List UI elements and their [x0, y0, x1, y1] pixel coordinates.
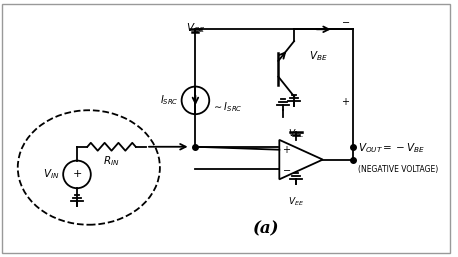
- Text: (NEGATIVE VOLTAGE): (NEGATIVE VOLTAGE): [358, 164, 438, 173]
- Text: $-$: $-$: [282, 164, 291, 175]
- Text: $V_{CC}$: $V_{CC}$: [288, 127, 305, 140]
- Text: $+$: $+$: [341, 96, 350, 107]
- Text: +: +: [72, 169, 82, 179]
- Text: $R_{IN}$: $R_{IN}$: [103, 155, 120, 168]
- Text: $V_{EE}$: $V_{EE}$: [288, 195, 304, 208]
- Text: $-$: $-$: [341, 16, 350, 26]
- Text: $V_{BE}$: $V_{BE}$: [310, 49, 328, 63]
- Text: $V_{IN}$: $V_{IN}$: [43, 168, 59, 181]
- Text: $V_{CC}$: $V_{CC}$: [186, 21, 205, 35]
- Text: (a): (a): [253, 220, 280, 237]
- Text: $V_{OUT} = -V_{BE}$: $V_{OUT} = -V_{BE}$: [358, 141, 425, 155]
- Text: $I_{SRC}$: $I_{SRC}$: [160, 94, 179, 107]
- Text: +: +: [282, 145, 290, 155]
- Text: $\sim I_{SRC}$: $\sim I_{SRC}$: [212, 100, 243, 114]
